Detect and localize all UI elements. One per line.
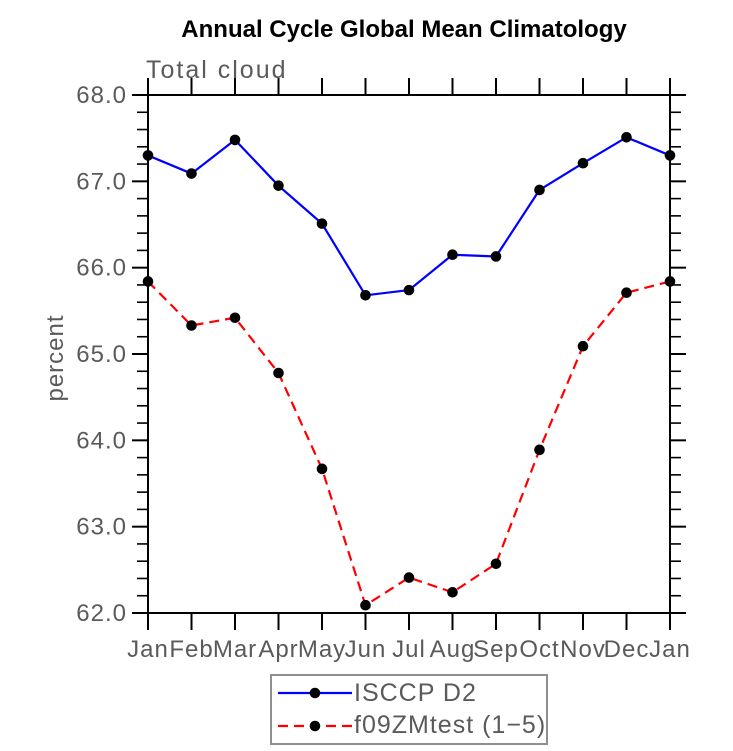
data-point-marker — [403, 572, 415, 583]
data-point-marker — [142, 150, 154, 161]
x-tick-label: Feb — [169, 636, 213, 663]
y-tick-label: 66.0 — [76, 255, 127, 282]
legend-line-sample-dashed — [278, 720, 352, 731]
series-line — [147, 280, 671, 607]
x-tick-label: Apr — [258, 636, 298, 663]
data-point-marker — [273, 367, 284, 379]
data-point-marker — [186, 168, 197, 179]
series-f09zmtest — [142, 276, 676, 611]
x-tick-label: Sep — [473, 636, 519, 663]
data-point-marker — [577, 340, 589, 352]
data-point-marker — [316, 463, 328, 475]
data-point-marker — [229, 312, 241, 324]
x-tick-label: Nov — [560, 636, 606, 663]
y-ticks: 68.0 67.0 66.0 65.0 64.0 63.0 62.0 — [76, 82, 686, 627]
data-point-marker — [664, 276, 676, 287]
data-point-marker — [360, 599, 371, 611]
data-point-marker — [186, 320, 197, 331]
data-point-marker — [447, 586, 458, 598]
data-point-marker — [621, 132, 632, 143]
x-tick-label: Oct — [519, 636, 559, 663]
chart-title: Annual Cycle Global Mean Climatology — [181, 16, 627, 43]
legend-item-f09zmtest: f09ZMtest (1−5) — [276, 711, 546, 741]
y-tick-label: 64.0 — [76, 427, 127, 454]
data-point-marker — [273, 180, 284, 191]
data-point-marker — [534, 184, 545, 196]
series-line — [147, 136, 671, 297]
data-point-marker — [360, 289, 371, 301]
chart-subtitle: Total cloud — [146, 56, 288, 84]
series-isccp-d2 — [142, 132, 676, 301]
x-tick-label: Dec — [604, 636, 650, 663]
axes — [147, 94, 671, 614]
y-tick-label: 65.0 — [76, 341, 127, 368]
data-point-marker — [490, 558, 502, 570]
data-point-marker — [316, 218, 328, 229]
legend-label-f09zmtest: f09ZMtest (1−5) — [354, 711, 547, 740]
data-point-marker — [621, 287, 632, 299]
data-point-marker — [490, 251, 502, 262]
x-tick-label: Jun — [345, 636, 387, 663]
x-tick-label: Mar — [213, 636, 257, 663]
y-tick-label: 63.0 — [76, 514, 127, 541]
legend-label-isccp-d2: ISCCP D2 — [354, 678, 477, 707]
legend-box: ISCCP D2 f09ZMtest (1−5) — [270, 674, 548, 745]
legend-item-isccp-d2: ISCCP D2 — [276, 678, 546, 708]
data-point-marker — [447, 249, 458, 261]
data-point-marker — [403, 284, 415, 296]
data-point-marker — [142, 276, 154, 287]
x-tick-label: May — [298, 636, 346, 663]
y-tick-label: 67.0 — [76, 168, 127, 195]
y-tick-label: 62.0 — [76, 600, 127, 627]
data-point-marker — [664, 150, 676, 161]
data-point-marker — [577, 157, 589, 169]
x-tick-label: Jan — [127, 636, 169, 663]
x-tick-label: Jan — [649, 636, 691, 663]
x-tick-label: Jul — [392, 636, 426, 663]
x-tick-label: Aug — [430, 636, 476, 663]
data-point-marker — [229, 134, 241, 146]
legend-line-sample-solid — [278, 688, 352, 699]
y-tick-label: 68.0 — [76, 82, 127, 109]
data-point-marker — [534, 444, 545, 456]
